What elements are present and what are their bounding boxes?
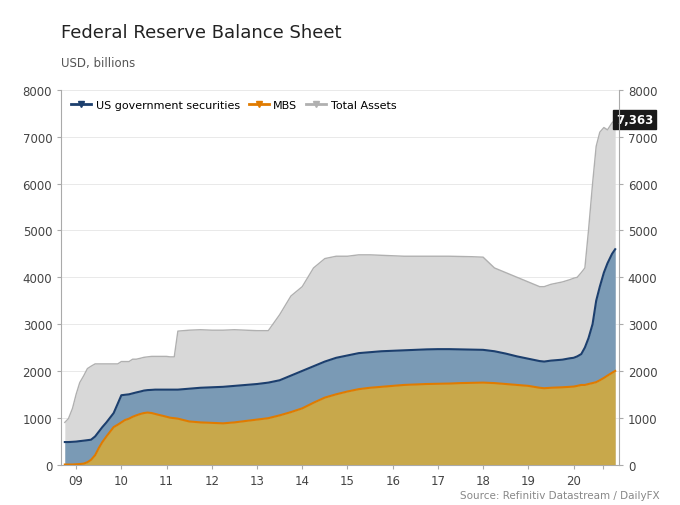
Text: USD, billions: USD, billions — [61, 58, 135, 70]
Legend: US government securities, MBS, Total Assets: US government securities, MBS, Total Ass… — [67, 96, 401, 115]
Text: Federal Reserve Balance Sheet: Federal Reserve Balance Sheet — [61, 24, 341, 42]
Text: 7,363: 7,363 — [616, 114, 653, 127]
Text: Source: Refinitiv Datastream / DailyFX: Source: Refinitiv Datastream / DailyFX — [460, 490, 660, 500]
